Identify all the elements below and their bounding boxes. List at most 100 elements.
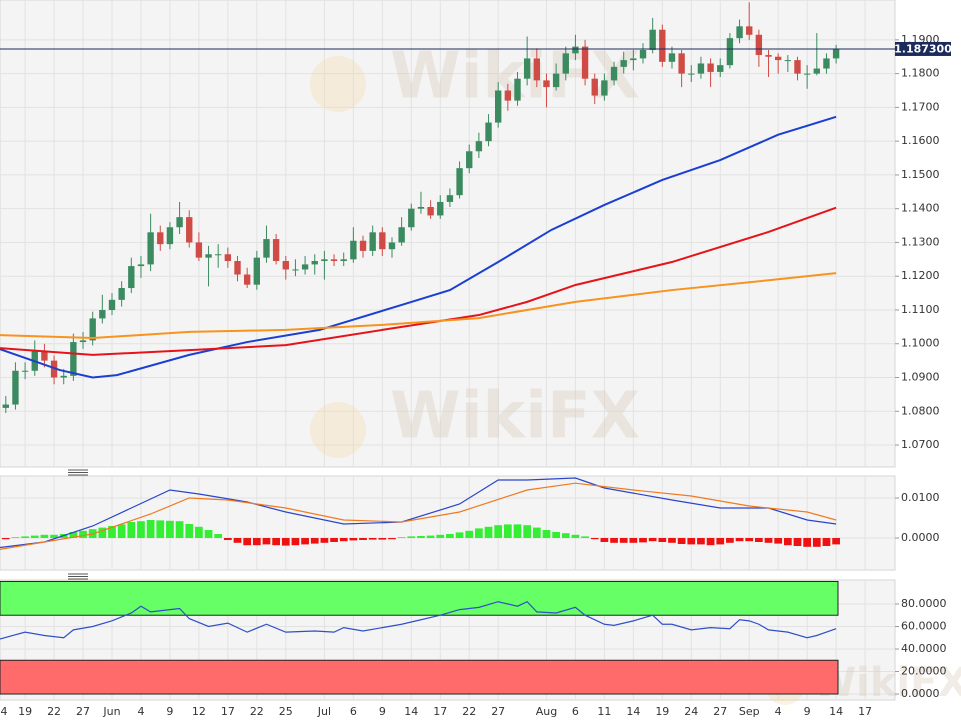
histogram-bar: [677, 538, 686, 544]
histogram-bar: [252, 538, 261, 546]
candle-body: [717, 65, 724, 72]
candle-body: [446, 195, 454, 202]
candle-body: [746, 26, 753, 35]
histogram-bar: [30, 535, 39, 538]
histogram-bar: [706, 538, 715, 546]
x-tick-label: 6: [350, 705, 357, 718]
y-tick-label: 1.1300: [901, 235, 940, 248]
y-tick-label: 0.0000: [901, 687, 940, 700]
candle-body: [60, 375, 67, 378]
y-tick-label: 1.1200: [901, 269, 940, 282]
histogram-bar: [600, 538, 609, 542]
histogram-bar: [726, 538, 734, 543]
y-tick-label: 60.0000: [901, 619, 947, 632]
y-tick-label: 1.0900: [901, 371, 940, 384]
candle-body: [601, 80, 608, 96]
candle-body: [253, 257, 261, 285]
candle-body: [108, 299, 116, 310]
y-tick-label: 1.1000: [901, 337, 940, 350]
histogram-bar: [40, 534, 49, 538]
panel-grip[interactable]: [68, 469, 88, 476]
candle-body: [272, 239, 280, 262]
candle-body: [205, 254, 212, 258]
panel-grip[interactable]: [68, 573, 88, 580]
y-tick-label: 1.1400: [901, 202, 940, 215]
candle-body: [803, 73, 811, 75]
histogram-bar: [455, 532, 464, 538]
histogram-bar: [639, 538, 647, 543]
candle-body: [591, 78, 598, 96]
histogram-bar: [388, 538, 396, 540]
histogram-bar: [204, 530, 213, 538]
candle-body: [195, 242, 203, 258]
candle-body: [166, 227, 174, 245]
y-tick-label: 20.0000: [901, 665, 947, 678]
candle-body: [581, 46, 589, 79]
histogram-bar: [590, 538, 599, 540]
x-tick-label: Jun: [102, 705, 120, 718]
candle-body: [398, 227, 405, 243]
candle-body: [620, 60, 627, 67]
histogram-bar: [793, 538, 802, 546]
histogram-bar: [407, 536, 416, 538]
histogram-bar: [619, 538, 628, 543]
indicator-line: [0, 477, 837, 549]
candle-body: [388, 242, 396, 250]
x-tick-label: 17: [433, 705, 447, 718]
candle-body: [755, 34, 763, 56]
histogram-bar: [812, 538, 821, 547]
candle-body: [408, 208, 415, 228]
y-tick-label: 1.1800: [901, 67, 940, 80]
indicator-line: [0, 206, 837, 356]
rsi-band: [0, 580, 839, 616]
x-tick-label: Jul: [317, 705, 331, 718]
candle-body: [340, 259, 347, 262]
candle-body: [552, 73, 560, 88]
candle-body: [128, 266, 135, 289]
candle-body: [707, 63, 714, 72]
candle-body: [495, 90, 502, 123]
candle-body: [99, 309, 106, 319]
watermarks: WikiFX WikiFX WikiFX: [310, 40, 961, 706]
x-tick-label: 27: [491, 705, 505, 718]
x-tick-label: 4: [1, 705, 8, 718]
candle-body: [562, 53, 569, 74]
candle-body: [79, 340, 87, 343]
candle-body: [301, 264, 309, 270]
y-tick-label: 0.0000: [901, 531, 940, 544]
histogram-bar: [697, 538, 705, 545]
histogram-bar: [195, 526, 203, 538]
candle-body: [417, 206, 425, 209]
histogram-bar: [774, 538, 783, 544]
histogram-bar: [108, 526, 116, 538]
macd-plot: [0, 477, 840, 550]
candle-body: [263, 239, 270, 258]
x-tick-label: 11: [597, 705, 611, 718]
histogram-bar: [822, 538, 831, 546]
candle-body: [41, 350, 48, 361]
candle-body: [437, 201, 444, 216]
candle-body: [292, 269, 299, 271]
y-tick-label: 0.0100: [901, 491, 940, 504]
candle-body: [533, 58, 540, 81]
x-tick-label: 24: [684, 705, 698, 718]
histogram-bar: [69, 532, 78, 538]
histogram-bar: [542, 530, 551, 538]
histogram-bar: [137, 521, 145, 538]
candle-body: [823, 58, 830, 69]
histogram-bar: [561, 533, 570, 538]
histogram-bar: [436, 534, 445, 538]
histogram-bar: [310, 538, 319, 544]
candle-body: [726, 38, 734, 66]
y-tick-label: 1.1700: [901, 100, 940, 113]
x-tick-label: 27: [713, 705, 727, 718]
histogram-bar: [668, 538, 676, 543]
histogram-bar: [156, 520, 165, 538]
histogram-bar: [484, 526, 493, 538]
candle-body: [234, 261, 241, 275]
watermark-logo: [310, 56, 366, 112]
x-tick-label: 14: [626, 705, 640, 718]
x-tick-label: 6: [572, 705, 579, 718]
